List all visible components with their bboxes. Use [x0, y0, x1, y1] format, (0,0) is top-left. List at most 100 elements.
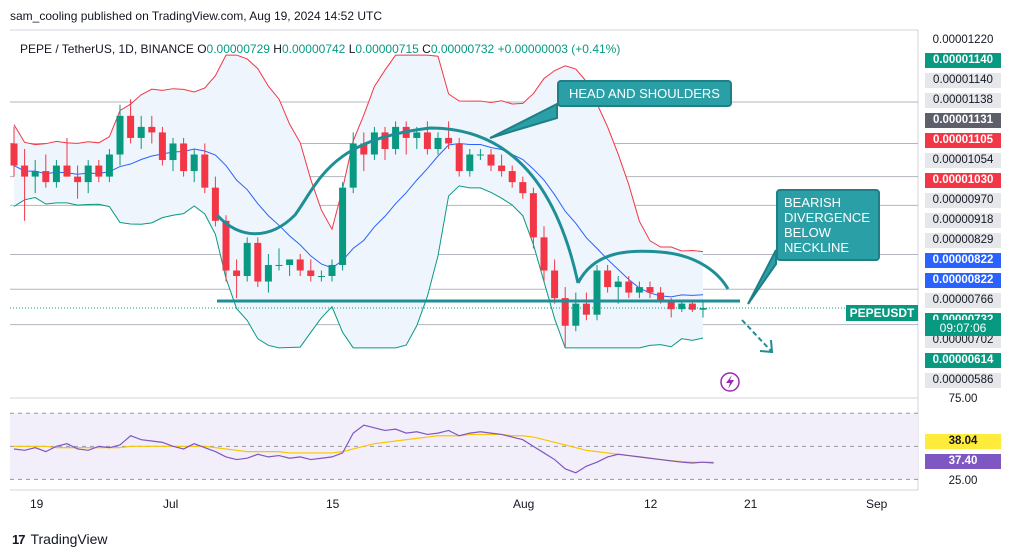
rsi-line: [13, 424, 714, 474]
candle-body: [551, 270, 559, 299]
candle-body: [211, 187, 219, 221]
x-label-21: 21: [744, 497, 758, 511]
bollinger-basis: [13, 142, 704, 298]
open-value: 0.00000729: [206, 42, 270, 56]
close-value: 0.00000732: [430, 42, 495, 56]
candle-body: [582, 303, 590, 315]
x-label-aug: Aug: [513, 497, 535, 511]
head-shoulders-curve: [215, 126, 580, 284]
price-scale-label: 0.00000822: [925, 273, 1001, 288]
price-scale-label: 0.00000766: [925, 293, 1001, 308]
price-scale-label: 0.00000829: [925, 233, 1001, 248]
candle-body: [635, 287, 643, 293]
footer-brand[interactable]: TradingView: [30, 531, 108, 547]
price-scale-label: 0.00001220: [932, 34, 994, 46]
candle-body: [540, 237, 548, 271]
candle-body: [105, 154, 113, 177]
price-scale-label: 0.00000822: [925, 253, 1001, 268]
price-scale-label: 0.00001138: [925, 93, 1001, 108]
candle-body: [614, 281, 622, 288]
candle-body: [688, 303, 696, 310]
candle-body: [508, 171, 516, 183]
candle-body: [339, 187, 347, 265]
bollinger-fill: [14, 55, 703, 348]
projection-arrow-head: [759, 339, 774, 354]
candle-body: [254, 242, 262, 282]
candle-body: [127, 115, 135, 138]
symbol-tag: PEPEUSDT: [846, 305, 918, 321]
candle-body: [42, 171, 50, 183]
price-scale-label: 0.00001030: [925, 173, 1001, 188]
x-label-12: 12: [644, 497, 658, 511]
candle-body: [476, 154, 484, 156]
publisher-line: sam_cooling published on TradingView.com…: [10, 9, 383, 23]
price-scale-label: 0.00000970: [925, 193, 1001, 208]
rsi-ma-value: 38.04: [925, 434, 1001, 449]
price-scale-label: 0.00001131: [925, 113, 1001, 128]
candle-body: [317, 276, 325, 278]
tradingview-logo-icon: 17: [12, 531, 26, 547]
candle-body: [275, 264, 283, 266]
rsi-ma-line: [14, 433, 714, 463]
candle-body: [392, 126, 400, 149]
change-value: +0.00000003 (+0.41%): [497, 42, 621, 56]
candle-body: [222, 220, 230, 271]
candle-body: [31, 171, 39, 177]
bollinger-lower: [13, 185, 704, 349]
candle-body: [593, 270, 601, 315]
price-scale-label: 0.00000918: [925, 213, 1001, 228]
candle-body: [360, 143, 368, 155]
candle-body: [74, 176, 82, 183]
candle-body: [572, 303, 580, 326]
open-label: O: [197, 42, 207, 56]
high-label: H: [273, 42, 282, 56]
candle-body: [519, 182, 527, 194]
symbol-line[interactable]: PEPE / TetherUS, 1D, BINANCE: [20, 42, 194, 56]
candle-body: [423, 132, 431, 149]
candle-body: [466, 154, 474, 172]
callout-line-1: BEARISH: [784, 195, 842, 210]
candle-body: [158, 132, 166, 161]
candle-body: [243, 242, 251, 277]
price-scale-label: 0.00001140: [925, 73, 1001, 88]
x-label-jul: Jul: [163, 497, 179, 511]
candle-body: [84, 165, 92, 183]
x-label-15: 15: [326, 497, 340, 511]
rsi-scale-bottom: 25.00: [948, 475, 978, 487]
close-label: C: [422, 42, 431, 56]
callout-line-3: BELOW: [784, 225, 831, 240]
callout-pointer: [489, 102, 558, 139]
candle-body: [180, 143, 188, 172]
price-scale-label: 0.00000702: [925, 333, 1001, 348]
candle-body: [604, 270, 612, 288]
candle-body: [434, 137, 442, 149]
rsi-value: 37.40: [925, 454, 1001, 469]
bearish-divergence-callout[interactable]: BEARISH DIVERGENCE BELOW NECKLINE: [776, 189, 880, 261]
right-shoulder-curve: [576, 249, 730, 290]
candle-body: [413, 132, 421, 138]
candle-body: [370, 132, 378, 155]
candle-body: [190, 154, 198, 172]
low-label: L: [348, 42, 356, 56]
candle-body: [455, 143, 463, 172]
candle-body: [63, 165, 71, 177]
candle-body: [381, 132, 389, 149]
candle-body: [625, 281, 633, 293]
candle-body: [561, 298, 569, 326]
candle-body: [116, 115, 124, 155]
candle-body: [487, 154, 495, 166]
candle-body: [307, 270, 315, 277]
price-scale-label: 0.00001054: [925, 153, 1001, 168]
candle-body: [233, 270, 241, 277]
candle-body: [657, 292, 665, 301]
candle-body: [667, 300, 675, 310]
candle-body: [445, 137, 453, 144]
candle-body: [699, 308, 707, 310]
ohlc-legend: PEPE / TetherUS, 1D, BINANCE O0.00000729…: [20, 42, 620, 56]
rsi-scale-top: 75.00: [948, 393, 978, 405]
candle-body: [264, 264, 272, 282]
footer: 17 TradingView: [12, 531, 108, 547]
head-and-shoulders-callout[interactable]: HEAD AND SHOULDERS: [557, 80, 732, 107]
